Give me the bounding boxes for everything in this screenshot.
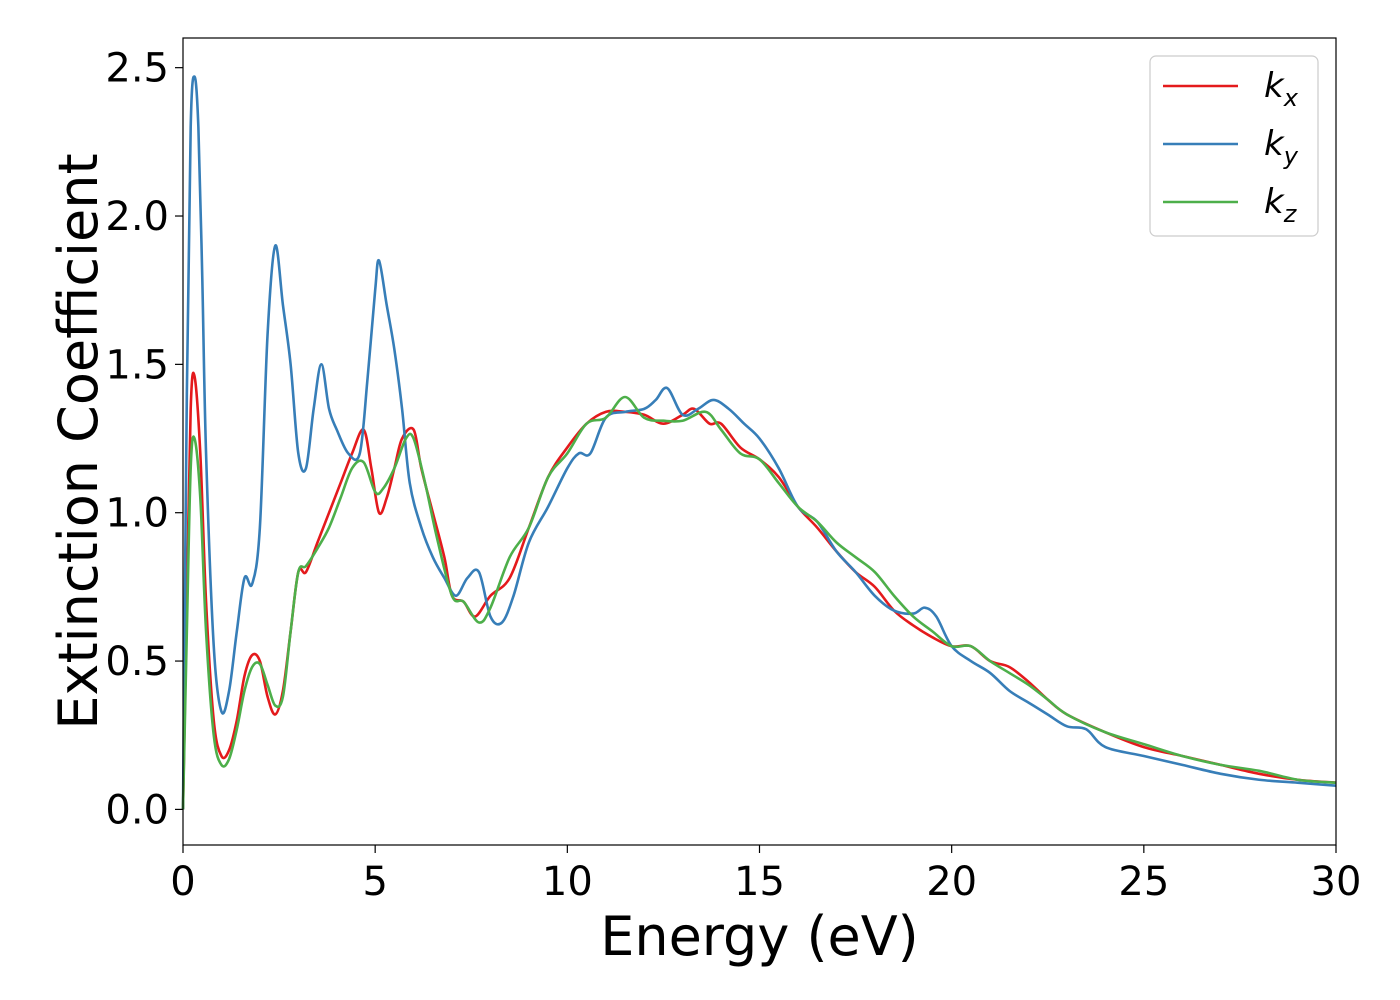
legend-label-base: k bbox=[1264, 66, 1285, 106]
y-tick-label: 2.0 bbox=[105, 194, 169, 240]
x-tick-label: 20 bbox=[926, 859, 977, 905]
legend-label-x: kx bbox=[1264, 66, 1299, 112]
y-axis-label: Extinction Coefficient bbox=[47, 153, 110, 729]
y-tick-label: 1.0 bbox=[105, 491, 169, 537]
legend-label-y: ky bbox=[1264, 124, 1299, 170]
legend-label-base: k bbox=[1264, 124, 1285, 164]
legend-label-z: kz bbox=[1264, 182, 1298, 228]
x-tick-label: 0 bbox=[170, 859, 195, 905]
y-tick-label: 2.5 bbox=[105, 46, 169, 92]
legend-box bbox=[1149, 55, 1319, 237]
legend-label-subscript: z bbox=[1283, 200, 1298, 228]
series-line-y bbox=[181, 75, 1337, 810]
series-layer bbox=[181, 75, 1337, 810]
y-tick-label: 0.5 bbox=[105, 639, 169, 685]
x-axis-label: Energy (eV) bbox=[600, 905, 919, 968]
x-tick-label: 5 bbox=[362, 859, 387, 905]
x-tick-label: 30 bbox=[1311, 859, 1362, 905]
x-axis: 0 5 10 15 20 25 30 bbox=[170, 845, 1361, 905]
x-tick-label: 15 bbox=[734, 859, 785, 905]
y-tick-label: 0.0 bbox=[105, 787, 169, 833]
y-tick-label: 1.5 bbox=[105, 342, 169, 388]
legend-label-base: k bbox=[1264, 182, 1285, 222]
legend-label-subscript: x bbox=[1283, 84, 1299, 112]
x-tick-label: 10 bbox=[542, 859, 593, 905]
legend-label-subscript: y bbox=[1283, 142, 1299, 170]
x-tick-label: 25 bbox=[1118, 859, 1169, 905]
y-axis: 0.0 0.5 1.0 1.5 2.0 2.5 bbox=[105, 46, 183, 833]
series-line-z bbox=[181, 395, 1337, 810]
